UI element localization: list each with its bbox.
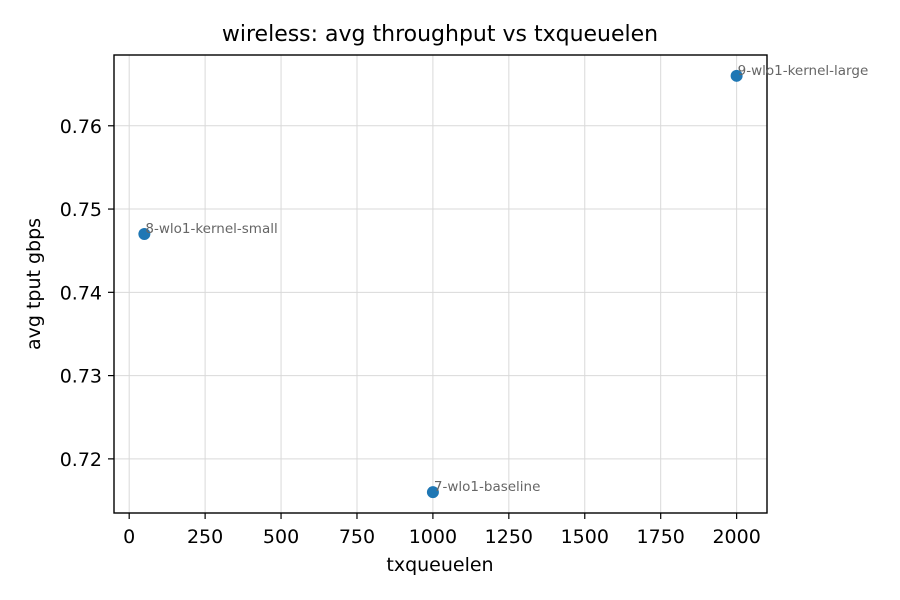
y-axis-label: avg tput gbps: [23, 218, 45, 350]
x-tick-label: 250: [187, 526, 223, 548]
x-tick-label: 1500: [561, 526, 609, 548]
data-point: [138, 228, 151, 241]
x-tick-label: 750: [339, 526, 375, 548]
data-point-label: 7-wlo1-baseline: [434, 479, 541, 495]
chart-title: wireless: avg throughput vs txqueuelen: [222, 22, 658, 47]
data-point: [730, 69, 743, 82]
x-tick-label: 1250: [485, 526, 533, 548]
y-tick-label: 0.76: [60, 116, 102, 138]
data-points: 8-wlo1-kernel-small 7-wlo1-baseline 9-wlo1…: [138, 63, 869, 499]
x-tick-label: 0: [123, 526, 135, 548]
data-point-label: 9-wlo1-kernel-large: [738, 63, 869, 79]
y-tick-label: 0.75: [60, 199, 102, 221]
x-axis-label: txqueuelen: [386, 554, 493, 576]
y-tick-label: 0.72: [60, 449, 102, 471]
x-tick-label: 2000: [712, 526, 760, 548]
x-tick-label: 1750: [637, 526, 685, 548]
axis-ticks: 0 250 500 750 1000 1250 1500 1750 2000 0.72 0.73 0.…: [60, 116, 761, 548]
data-point-label: 8-wlo1-kernel-small: [145, 221, 277, 237]
y-tick-label: 0.74: [60, 282, 102, 304]
y-tick-label: 0.73: [60, 366, 102, 388]
grid: [114, 55, 767, 513]
x-tick-label: 1000: [409, 526, 457, 548]
data-point: [426, 486, 439, 499]
plot-area-frame: [113, 54, 768, 514]
x-tick-label: 500: [263, 526, 299, 548]
